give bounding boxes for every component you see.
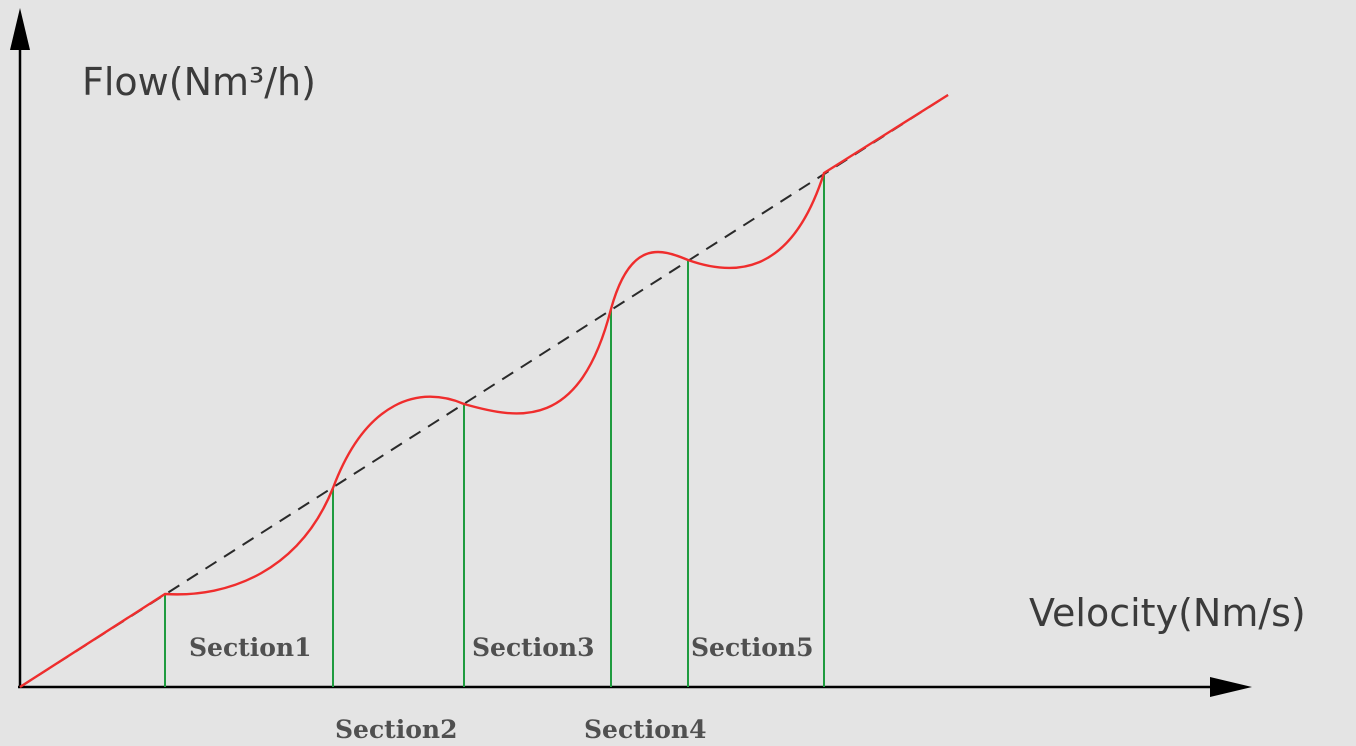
x-axis-label: Velocity(Nm/s)	[1029, 591, 1306, 635]
actual-flow-curve	[19, 93, 949, 689]
section-label-3: Section3	[472, 633, 594, 662]
x-axis-arrowhead	[1210, 677, 1252, 697]
y-axis-arrowhead	[10, 8, 30, 50]
section-label-1: Section1	[189, 633, 311, 662]
section-label-4: Section4	[584, 715, 706, 744]
section-label-2: Section2	[335, 715, 457, 744]
y-axis-label: Flow(Nm³/h)	[82, 60, 316, 104]
section-label-5: Section5	[691, 633, 813, 662]
ideal-linear-line	[19, 94, 949, 688]
